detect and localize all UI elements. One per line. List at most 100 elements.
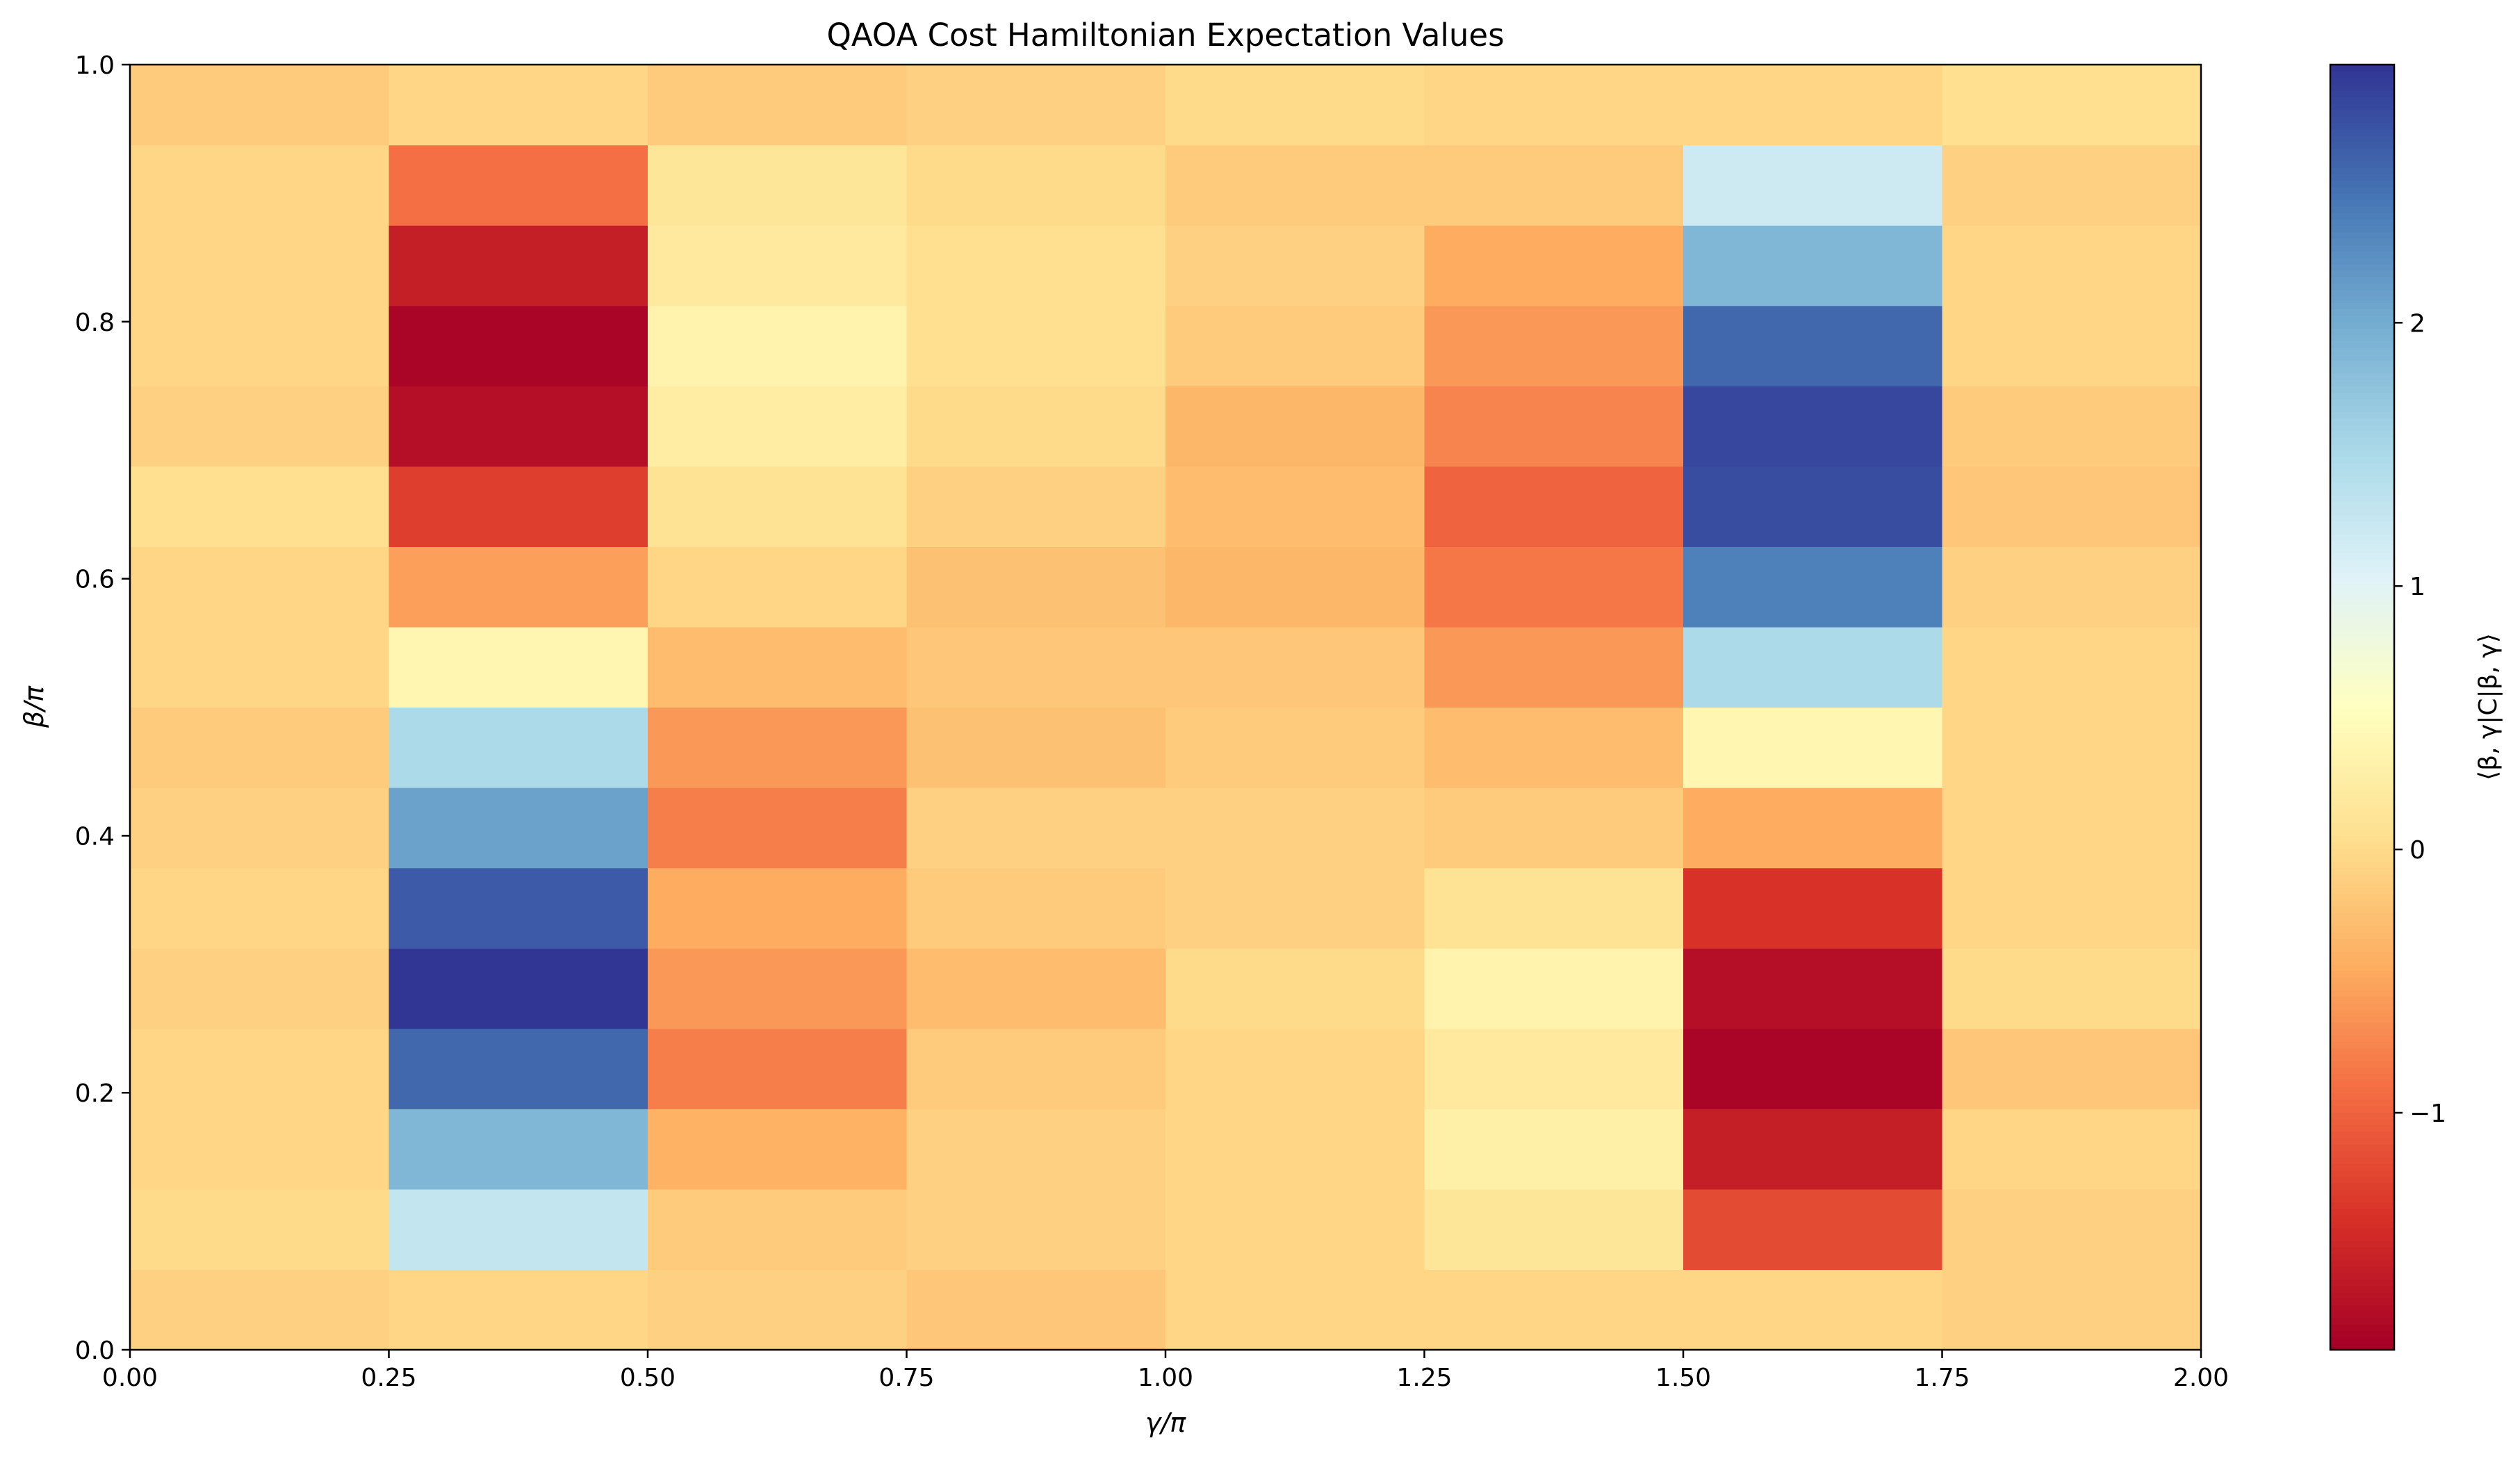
heatmap-cell [648,1028,908,1109]
colorbar-segment [2330,277,2394,284]
heatmap-cell [130,305,390,386]
heatmap-cell [648,626,908,708]
heatmap-cell [130,948,390,1029]
heatmap-cell [1683,1189,1943,1271]
colorbar-segment [2330,881,2394,888]
heatmap-cell [1424,1109,1684,1190]
colorbar-segment [2330,958,2394,965]
x-tick-label: 1.25 [1396,1364,1452,1392]
heatmap-cell [1165,867,1425,949]
colorbar-segment [2330,109,2394,117]
colorbar-segment [2330,309,2394,316]
colorbar-segment [2330,669,2394,676]
heatmap-cell [1942,466,2202,547]
colorbar-segment [2330,180,2394,188]
colorbar-segment [2330,354,2394,361]
colorbar-segment [2330,1317,2394,1325]
heatmap-cell [1424,466,1684,547]
heatmap-cell [1424,225,1684,307]
colorbar-segment [2330,321,2394,329]
colorbar-segment [2330,1343,2394,1350]
heatmap-cell [130,386,390,467]
colorbar-segment [2330,1099,2394,1107]
heatmap-cell [1424,787,1684,869]
colorbar-segment [2330,604,2394,612]
colorbar-frame [2329,63,2396,1351]
colorbar-segment [2330,835,2394,843]
colorbar-segment [2330,1253,2394,1261]
heatmap-cell [388,386,648,467]
heatmap-cell [648,1189,908,1271]
colorbar-segment [2330,1240,2394,1248]
heatmap-cell [648,386,908,467]
heatmap-cell [388,626,648,708]
colorbar-segment [2330,970,2394,978]
heatmap-cell [1942,546,2202,628]
colorbar-segment [2330,1015,2394,1023]
heatmap-cell [1683,225,1943,307]
colorbar-segment [2330,1060,2394,1068]
heatmap-cell [130,1028,390,1109]
heatmap-cell [1165,948,1425,1029]
colorbar-segment [2330,1009,2394,1017]
heatmap-cell [1165,1028,1425,1109]
colorbar-segment [2330,456,2394,464]
heatmap-cell [130,546,390,628]
heatmap-cells [130,65,2202,1350]
heatmap-cell [906,707,1166,788]
x-axis-label: γ/π [1145,1407,1186,1438]
colorbar-segment [2330,1118,2394,1126]
colorbar-segment [2330,1041,2394,1049]
heatmap-cell [1683,1028,1943,1109]
heatmap-cell [130,626,390,708]
heatmap-cell [1942,65,2202,146]
colorbar-segment [2330,848,2394,856]
colorbar-segment [2330,1170,2394,1177]
colorbar-segment [2330,559,2394,566]
heatmap-cell [906,305,1166,386]
colorbar-segment [2330,1208,2394,1216]
heatmap-cell [648,707,908,788]
colorbar-segment [2330,572,2394,580]
colorbar-segment [2330,906,2394,914]
x-tick-label: 1.75 [1914,1364,1970,1392]
colorbar-segment [2330,218,2394,226]
colorbar-segment [2330,366,2394,374]
heatmap-cell [1165,145,1425,226]
colorbar-segment [2330,341,2394,348]
heatmap-cell [130,225,390,307]
heatmap-cell [906,65,1166,146]
colorbar-segment [2330,83,2394,91]
heatmap-cell [648,787,908,869]
colorbar-segment [2330,1279,2394,1287]
colorbar-segment [2330,1195,2394,1203]
colorbar-segment [2330,681,2394,689]
colorbar-segment [2330,655,2394,663]
heatmap-cell [130,1109,390,1190]
colorbar-segment [2330,919,2394,927]
x-tick-label: 0.00 [102,1364,158,1392]
colorbar-segment [2330,803,2394,811]
heatmap-cell [906,546,1166,628]
heatmap-cell [1683,466,1943,547]
colorbar-segment [2330,636,2394,644]
heatmap-cell [388,787,648,869]
colorbar-segment [2330,129,2394,136]
colorbar-segment [2330,148,2394,156]
heatmap-cell [130,707,390,788]
y-tick-label: 1.0 [75,51,115,80]
heatmap-cell [1424,65,1684,146]
colorbar-segment [2330,328,2394,336]
heatmap-cell [648,145,908,226]
y-tick-label: 0.6 [75,566,115,594]
colorbar-segment [2330,90,2394,98]
heatmap-cell [1942,1028,2202,1109]
heatmap-cell [1424,1189,1684,1271]
colorbar-segment [2330,161,2394,168]
heatmap-cell [906,948,1166,1029]
colorbar-segment [2330,193,2394,200]
colorbar-segment [2330,733,2394,740]
colorbar-segment [2330,97,2394,104]
colorbar-segment [2330,167,2394,174]
heatmap-cell [906,466,1166,547]
